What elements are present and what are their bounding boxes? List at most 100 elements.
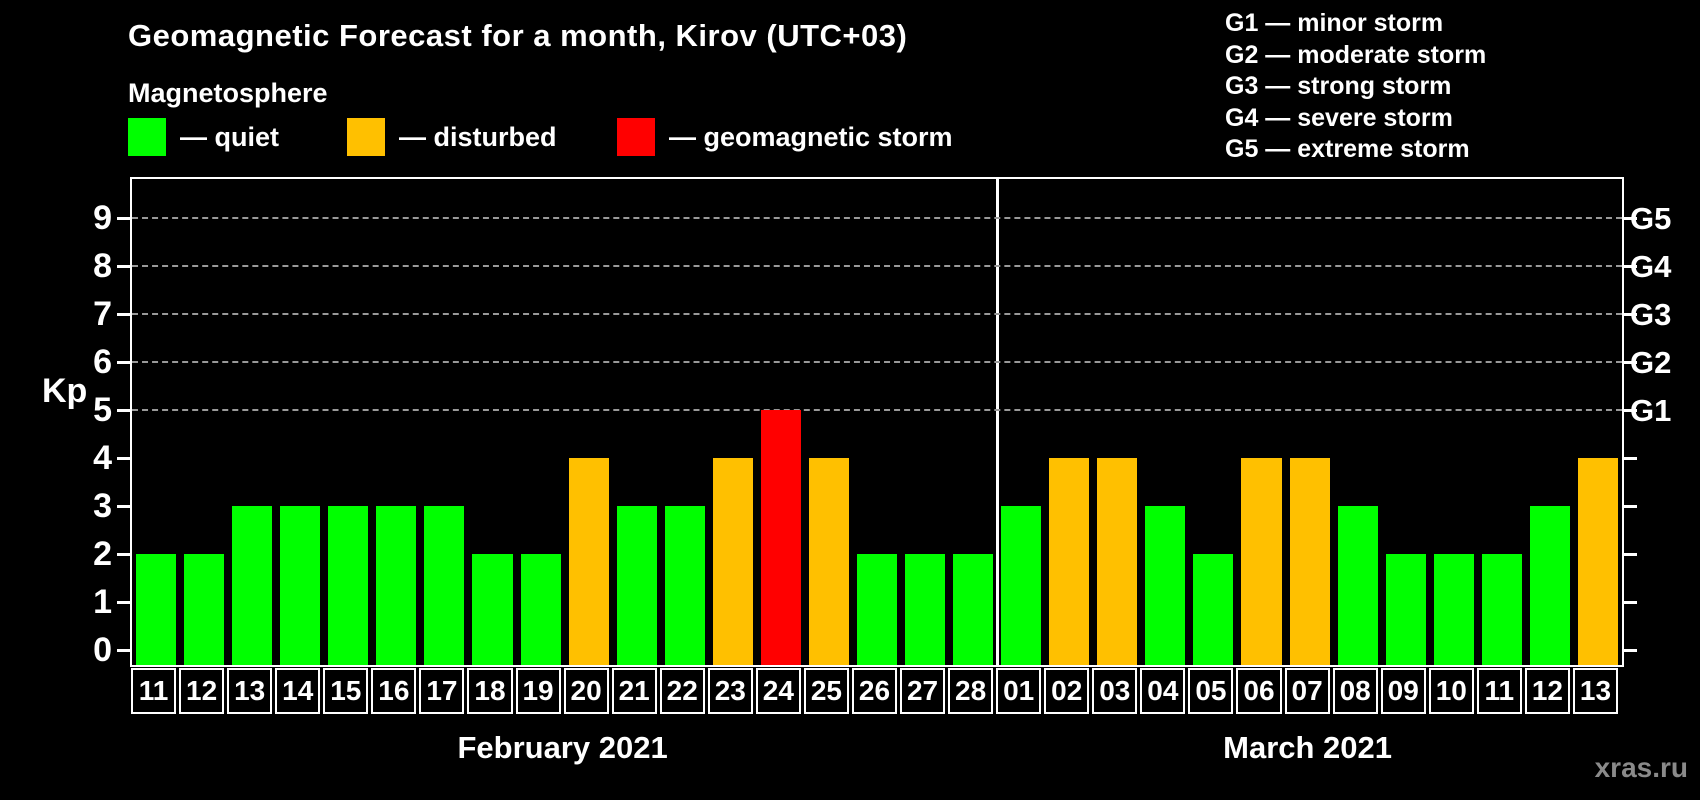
magnetosphere-label: Magnetosphere xyxy=(128,78,328,108)
kp-bar xyxy=(232,506,273,665)
date-cell: 10 xyxy=(1428,668,1474,714)
date-cell: 16 xyxy=(371,668,417,714)
date-cell: 09 xyxy=(1380,668,1426,714)
g4-legend-line: G4 — severe storm xyxy=(1225,103,1453,132)
y-tick-label-0: 0 xyxy=(93,631,112,669)
date-cell: 06 xyxy=(1236,668,1282,714)
kp-bar xyxy=(1529,506,1570,665)
date-axis: 11 12 13 14 15 16 17 18 19 20 21 22 23 24 25 26 27 28 01 02… xyxy=(130,668,1624,716)
kp-bar xyxy=(1145,506,1186,665)
g5-legend-line: G5 — extreme storm xyxy=(1225,135,1470,163)
kp-bar xyxy=(1001,506,1042,665)
gridline-kp-8 xyxy=(132,265,1622,267)
kp-bar xyxy=(856,554,898,665)
date-cell: 20 xyxy=(563,668,609,714)
kp-bar xyxy=(905,554,946,665)
legend-item-quiet: — quiet xyxy=(128,118,279,156)
right-tick-kp-6 xyxy=(1624,361,1637,364)
right-axis-label-g5: G5 xyxy=(1630,201,1672,236)
watermark: xras.ru xyxy=(1594,752,1688,783)
date-cell: 18 xyxy=(467,668,513,714)
y-tick-label-2: 2 xyxy=(93,535,112,573)
kp-bar xyxy=(136,554,177,665)
kp-bar xyxy=(1049,458,1090,665)
kp-bar xyxy=(280,506,321,665)
date-cell: 15 xyxy=(323,668,369,714)
kp-bar xyxy=(1433,554,1474,665)
y-tick-label-1: 1 xyxy=(93,583,112,621)
date-cell: 05 xyxy=(1188,668,1234,714)
left-tick-kp-2 xyxy=(117,553,130,556)
gridline-kp-9 xyxy=(132,217,1622,219)
gridline-kp-5 xyxy=(132,409,1622,411)
date-cell: 12 xyxy=(1524,668,1570,714)
month-divider-line xyxy=(995,179,999,665)
right-tick-kp-7 xyxy=(1624,313,1637,316)
y-tick-label-8: 8 xyxy=(93,247,112,285)
kp-bar xyxy=(760,410,801,665)
right-tick-kp-1 xyxy=(1624,601,1637,604)
y-tick-label-7: 7 xyxy=(93,295,112,333)
right-tick-kp-3 xyxy=(1624,505,1637,508)
kp-bar xyxy=(472,554,513,665)
storm-color-swatch xyxy=(617,118,655,156)
kp-bar xyxy=(1577,458,1618,665)
date-cell: 26 xyxy=(851,668,898,714)
legend-item-storm: — geomagnetic storm xyxy=(617,118,953,156)
g1-legend-line: G1 — minor storm xyxy=(1225,9,1444,37)
y-tick-label-4: 4 xyxy=(93,439,112,477)
date-cell: 24 xyxy=(755,668,801,714)
kp-bar xyxy=(664,506,705,665)
right-axis-label-g2: G2 xyxy=(1630,345,1672,380)
left-tick-kp-4 xyxy=(117,457,130,460)
gridline-kp-7 xyxy=(132,313,1622,315)
date-cell: 04 xyxy=(1140,668,1186,714)
kp-bar xyxy=(1241,458,1282,665)
y-axis-title: Kp xyxy=(42,372,88,410)
g-scale-legend: G1 — minor storm G2 — moderate storm G3 … xyxy=(1225,8,1486,166)
kp-bar xyxy=(953,554,994,665)
y-tick-label-6: 6 xyxy=(93,343,112,381)
kp-bar xyxy=(376,506,417,665)
date-cell: 02 xyxy=(1044,668,1090,714)
date-cell: 14 xyxy=(275,668,321,714)
kp-bar xyxy=(1481,554,1522,665)
kp-bar xyxy=(712,458,753,665)
legend-label-quiet: — quiet xyxy=(180,121,279,152)
date-cell: 12 xyxy=(179,668,225,714)
date-cell: 22 xyxy=(659,668,705,714)
left-tick-kp-1 xyxy=(117,601,130,604)
kp-bar xyxy=(1193,554,1234,665)
date-cell: 11 xyxy=(131,668,177,714)
legend-label-storm: — geomagnetic storm xyxy=(669,121,953,152)
right-tick-kp-5 xyxy=(1624,409,1637,412)
date-cell: 27 xyxy=(900,668,946,714)
date-cell: 08 xyxy=(1332,668,1378,714)
legend-label-disturbed: — disturbed xyxy=(399,121,557,152)
kp-bar xyxy=(616,506,657,665)
right-axis-label-g1: G1 xyxy=(1630,393,1672,428)
right-tick-kp-0 xyxy=(1624,649,1637,652)
date-cell: 13 xyxy=(1572,668,1618,714)
date-cell: 19 xyxy=(515,668,561,714)
legend-item-disturbed: — disturbed xyxy=(347,118,557,156)
g2-legend-line: G2 — moderate storm xyxy=(1225,40,1487,69)
plot-area: 0 1 2 3 4 5 6 7 8 9 G1 G2 G3 G4 G5 xyxy=(93,177,1671,667)
left-tick-kp-6 xyxy=(117,361,130,364)
disturbed-color-swatch xyxy=(347,118,385,156)
date-cell: 11 xyxy=(1476,668,1522,714)
kp-bar xyxy=(1289,458,1330,665)
left-tick-kp-8 xyxy=(117,265,130,268)
date-cell: 17 xyxy=(419,668,465,714)
kp-bar xyxy=(328,506,369,665)
date-cell: 13 xyxy=(227,668,273,714)
page-title: Geomagnetic Forecast for a month, Kirov … xyxy=(128,18,908,53)
kp-bar xyxy=(1337,506,1378,665)
date-cell: 07 xyxy=(1284,668,1330,714)
left-tick-kp-7 xyxy=(117,313,130,316)
right-tick-kp-4 xyxy=(1624,457,1637,460)
y-tick-label-9: 9 xyxy=(93,199,112,237)
left-tick-kp-0 xyxy=(117,649,130,652)
right-tick-kp-9 xyxy=(1624,217,1637,220)
kp-bar xyxy=(568,458,609,665)
